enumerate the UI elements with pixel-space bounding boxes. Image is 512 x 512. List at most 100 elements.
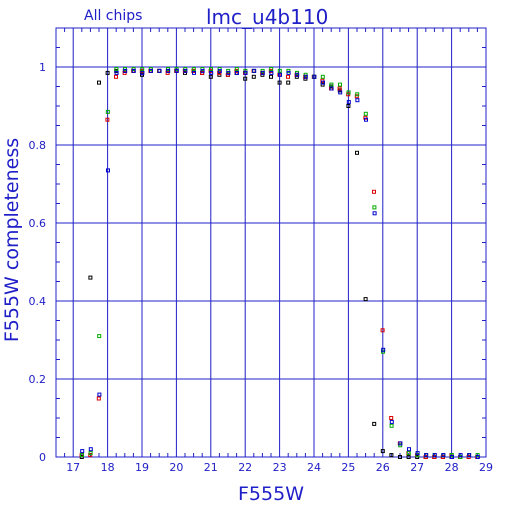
data-point (381, 347, 386, 352)
data-point (321, 80, 325, 85)
data-point (389, 416, 394, 420)
data-point (123, 68, 128, 73)
data-point (114, 67, 119, 71)
data-point (209, 70, 214, 75)
data-point (424, 453, 429, 458)
data-point (269, 67, 274, 71)
data-point (286, 70, 291, 75)
data-point (131, 68, 136, 73)
data-point (97, 392, 102, 397)
data-point (96, 396, 101, 401)
data-points (79, 67, 480, 459)
data-point (346, 90, 351, 95)
data-point (105, 70, 110, 75)
data-point (372, 421, 377, 426)
x-tick-label: 18 (101, 461, 115, 474)
y-tick-label: 0.4 (29, 295, 47, 308)
data-point (208, 74, 213, 79)
x-tick-label: 23 (273, 461, 287, 474)
y-tick-label: 1 (39, 61, 46, 74)
data-point (277, 68, 282, 73)
data-point (355, 98, 360, 103)
data-point (191, 67, 196, 71)
data-point (312, 74, 317, 79)
data-point (380, 328, 385, 333)
data-point (114, 70, 119, 75)
data-point (295, 72, 300, 77)
data-point (217, 68, 222, 73)
data-point (243, 70, 248, 75)
data-point (303, 74, 308, 79)
x-tick-label: 29 (479, 461, 493, 474)
data-point (337, 86, 342, 91)
data-point (192, 70, 196, 75)
data-point (329, 82, 334, 87)
data-point (364, 117, 368, 122)
data-point (363, 111, 368, 116)
data-point (166, 68, 171, 73)
data-point (389, 419, 394, 424)
data-point (398, 455, 402, 459)
x-tick-label: 27 (410, 461, 424, 474)
data-point (200, 68, 205, 73)
x-tick-label: 28 (445, 461, 459, 474)
data-point (406, 455, 411, 459)
data-point (140, 67, 145, 71)
data-point (269, 70, 274, 75)
data-point (106, 168, 110, 173)
data-point (183, 68, 188, 73)
data-point (97, 334, 102, 339)
data-point (286, 80, 291, 85)
data-point (277, 80, 282, 85)
data-point (114, 74, 118, 79)
x-tick-label: 17 (66, 461, 80, 474)
data-point (398, 441, 403, 446)
data-point (406, 451, 411, 456)
data-point (346, 100, 351, 105)
data-point (432, 453, 437, 458)
y-tick-label: 0 (39, 451, 46, 464)
data-point (88, 447, 93, 452)
y-tick-label: 0.8 (29, 139, 47, 152)
x-tick-label: 19 (135, 461, 149, 474)
data-point (467, 453, 472, 458)
x-tick-label: 26 (376, 461, 390, 474)
data-point (338, 90, 343, 95)
data-point (260, 70, 265, 75)
data-point (329, 86, 334, 91)
chart-title: lmc_u4b110 (206, 5, 328, 29)
data-point (88, 451, 93, 456)
data-point (252, 68, 257, 73)
data-point (226, 70, 231, 75)
data-point (157, 68, 162, 73)
data-point (458, 453, 463, 458)
chart-subtitle: All chips (84, 8, 142, 24)
x-tick-label: 20 (169, 461, 183, 474)
data-point (251, 74, 256, 79)
data-point (174, 68, 179, 73)
data-point (372, 189, 376, 194)
x-tick-label: 21 (204, 461, 218, 474)
data-point (355, 92, 360, 97)
data-point (269, 74, 273, 79)
data-point (372, 205, 377, 210)
data-point (80, 449, 85, 454)
data-point (234, 67, 239, 71)
data-point (389, 423, 394, 428)
data-point (140, 70, 145, 75)
x-tick-label: 24 (307, 461, 321, 474)
data-point (380, 449, 385, 454)
data-point (105, 117, 110, 122)
data-point (363, 297, 368, 302)
data-point (389, 453, 394, 458)
data-point (346, 104, 351, 108)
data-point (243, 76, 248, 81)
x-tick-label: 25 (341, 461, 355, 474)
y-tick-label: 0.6 (29, 217, 47, 230)
x-axis-label: F555W (238, 483, 304, 505)
data-point (338, 82, 342, 87)
data-point (278, 72, 282, 77)
data-point (320, 74, 325, 79)
data-point (450, 455, 454, 459)
